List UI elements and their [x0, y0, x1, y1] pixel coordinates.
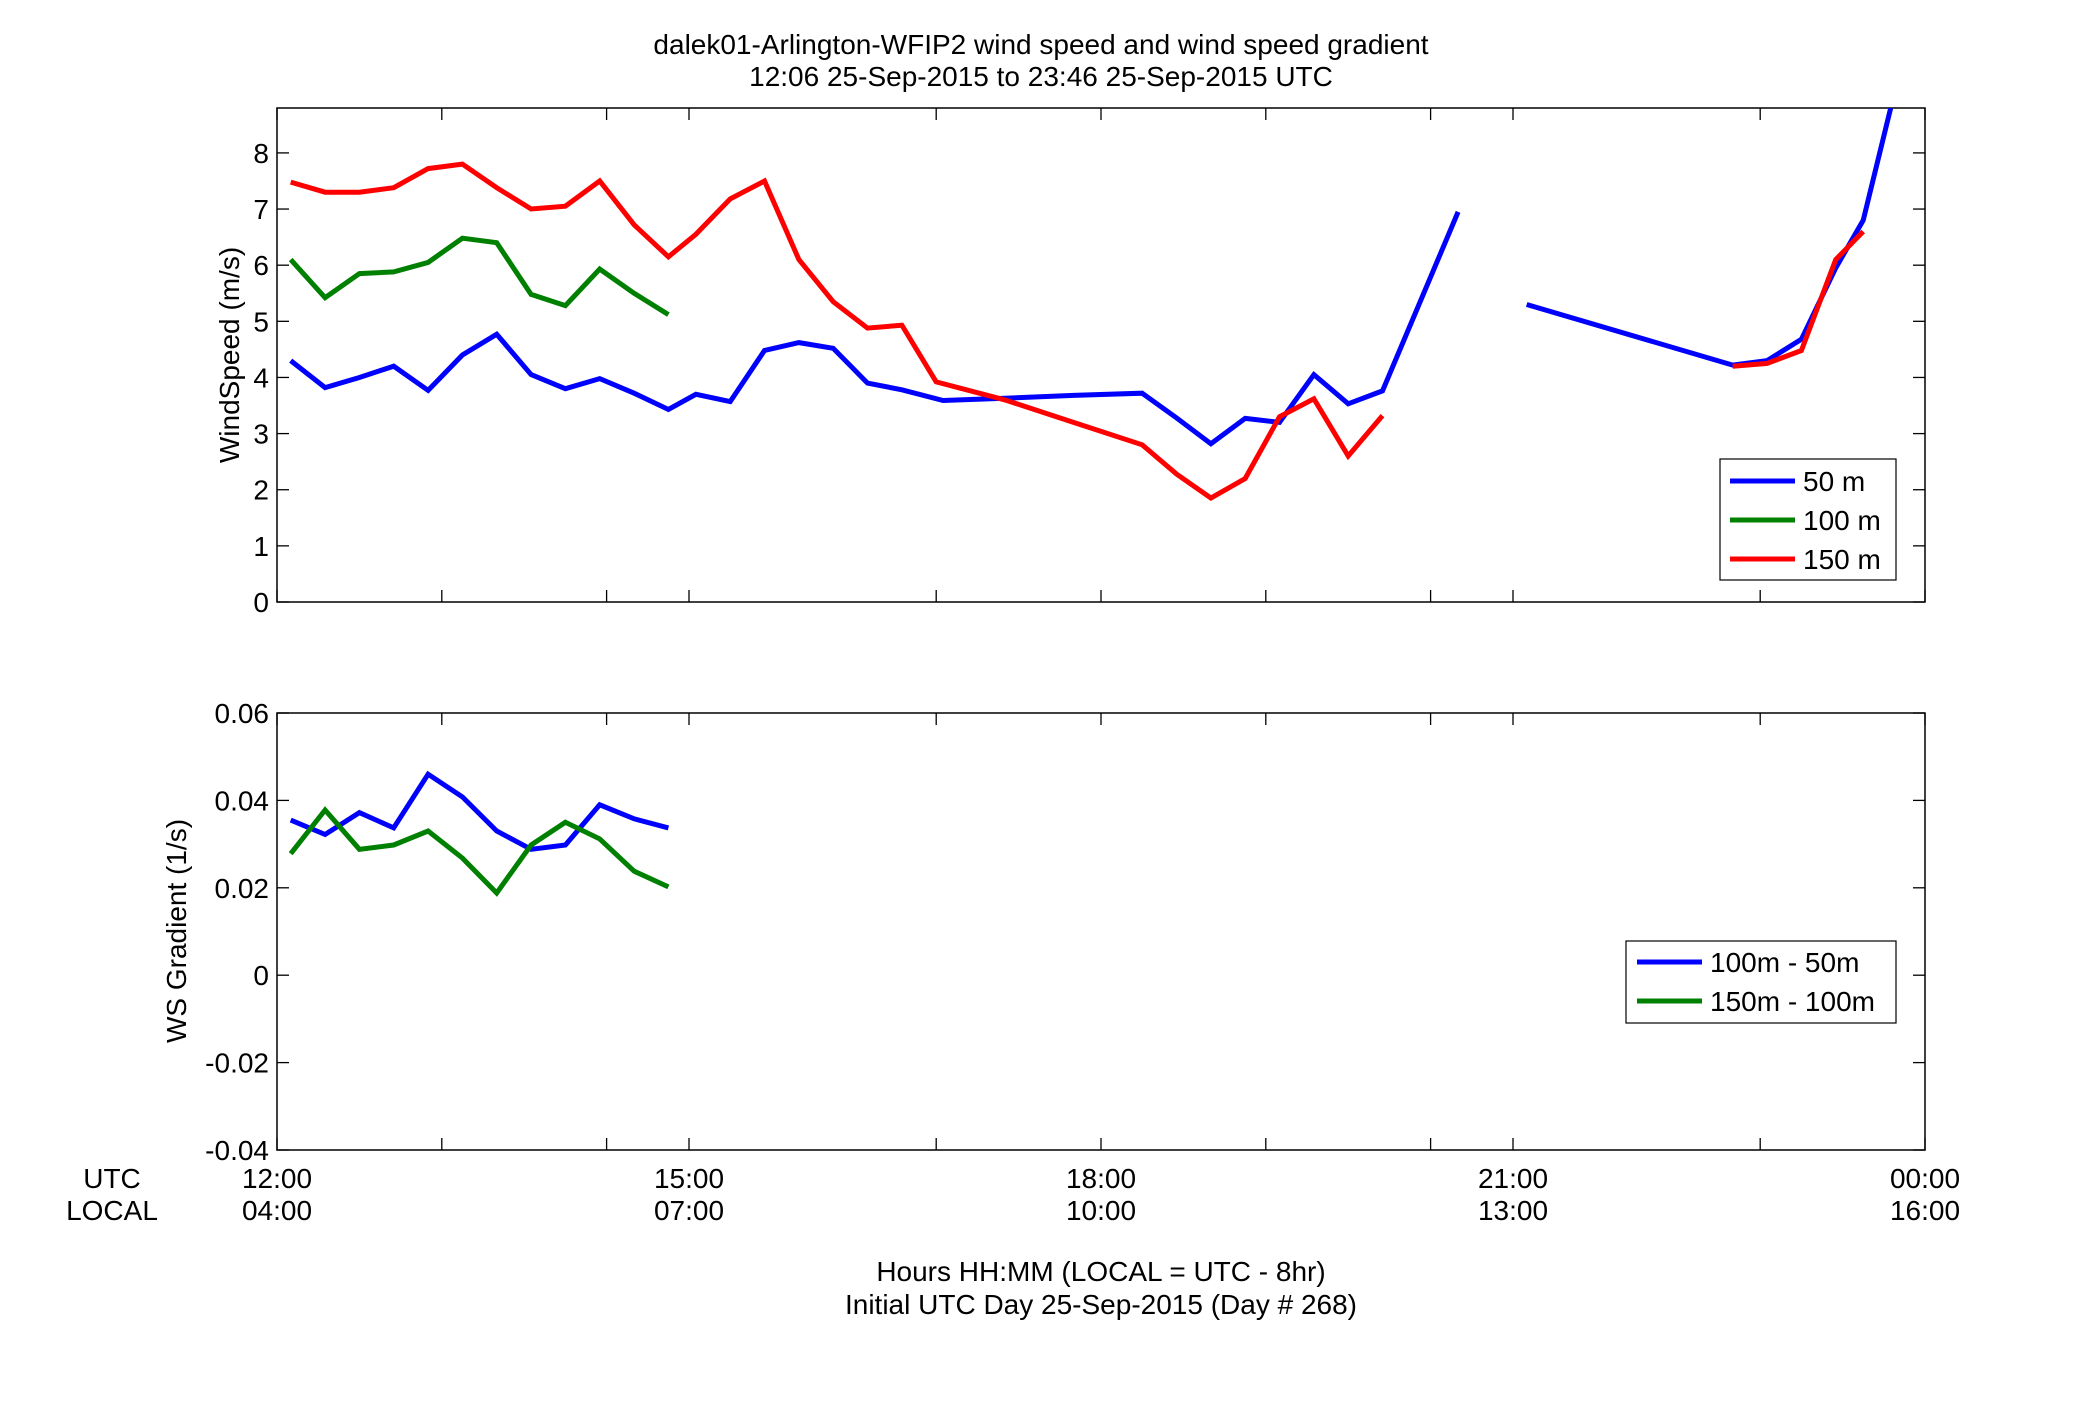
- x-axis-label: Hours HH:MM (LOCAL = UTC - 8hr): [876, 1256, 1325, 1287]
- y-tick-label: -0.04: [205, 1135, 269, 1166]
- y-tick-label: 7: [253, 194, 269, 225]
- y-tick-label: 8: [253, 138, 269, 169]
- y-tick-label: 3: [253, 419, 269, 450]
- windspeed-y-ticks: 0 1 2 3 4 5 6 7 8: [253, 138, 1925, 618]
- y-tick-label: 0: [253, 960, 269, 991]
- x-tick-label-utc: 15:00: [654, 1163, 724, 1194]
- series-line-150-m: [289, 161, 1385, 502]
- y-tick-label: -0.02: [205, 1048, 269, 1079]
- windspeed-series: [288, 108, 1894, 502]
- gradient-legend-entries: 100m - 50m 150m - 100m: [1637, 947, 1875, 1017]
- x-tick-label-utc: 21:00: [1478, 1163, 1548, 1194]
- x-tick-label-local: 10:00: [1066, 1195, 1136, 1226]
- legend-label: 150m - 100m: [1710, 986, 1875, 1017]
- gradient-series: [288, 770, 670, 897]
- series-line-150-m: [1732, 229, 1865, 369]
- y-tick-label: 0: [253, 587, 269, 618]
- x-tick-label-utc: 12:00: [242, 1163, 312, 1194]
- gradient-panel: -0.04 -0.02 0 0.02 0.04 0.06 WS Gradient (1/s…: [161, 698, 1926, 1166]
- y-tick-label: 0.04: [215, 785, 270, 816]
- gradient-legend-box: [1625, 940, 1897, 1024]
- gradient-y-ticks: -0.04 -0.02 0 0.02 0.04 0.06: [205, 698, 1925, 1166]
- y-tick-label: 4: [253, 362, 269, 393]
- chart-title: dalek01-Arlington-WFIP2 wind speed and w…: [653, 29, 1428, 60]
- x-tick-label-local: 07:00: [654, 1195, 724, 1226]
- y-tick-label: 5: [253, 306, 269, 337]
- windspeed-legend-entries: 50 m 100 m 150 m: [1730, 466, 1881, 575]
- windspeed-panel: 0 1 2 3 4 5 6 7 8 WindSpeed (m/s) 50 m 100 m 150 m: [214, 107, 1926, 618]
- windspeed-plot-frame: [276, 107, 1926, 603]
- legend-label: 50 m: [1803, 466, 1865, 497]
- y-tick-label: 0.02: [215, 873, 270, 904]
- gradient-y-axis-label: WS Gradient (1/s): [161, 819, 192, 1043]
- windspeed-y-axis-label: WindSpeed (m/s): [214, 247, 245, 463]
- series-line-100m-50m: [289, 770, 670, 852]
- y-tick-label: 2: [253, 475, 269, 506]
- windspeed-legend: 50 m 100 m 150 m: [1719, 458, 1897, 581]
- y-tick-label: 1: [253, 531, 269, 562]
- legend-label: 150 m: [1803, 544, 1881, 575]
- series-line-150m-100m: [288, 806, 670, 897]
- windspeed-x-ticks: [276, 108, 1926, 602]
- chart-subtitle: 12:06 25-Sep-2015 to 23:46 25-Sep-2015 U…: [749, 61, 1333, 92]
- local-row-label: LOCAL: [66, 1195, 158, 1226]
- utc-row-label: UTC: [83, 1163, 141, 1194]
- series-line-50-m: [289, 210, 1461, 447]
- x-tick-label-utc: 18:00: [1066, 1163, 1136, 1194]
- gradient-x-ticks: [276, 713, 1926, 1150]
- x-axis-sublabel: Initial UTC Day 25-Sep-2015 (Day # 268): [845, 1289, 1357, 1320]
- y-tick-label: 6: [253, 250, 269, 281]
- series-line-100-m: [288, 235, 670, 317]
- x-tick-label-utc: 00:00: [1890, 1163, 1960, 1194]
- x-tick-label-local: 13:00: [1478, 1195, 1548, 1226]
- series-line-50-m: [1525, 108, 1894, 368]
- legend-label: 100 m: [1803, 505, 1881, 536]
- x-tick-label-local: 16:00: [1890, 1195, 1960, 1226]
- gradient-plot-frame: [276, 712, 1926, 1151]
- legend-label: 100m - 50m: [1710, 947, 1859, 978]
- gradient-legend: 100m - 50m 150m - 100m: [1625, 940, 1897, 1024]
- x-tick-label-local: 04:00: [242, 1195, 312, 1226]
- y-tick-label: 0.06: [215, 698, 270, 729]
